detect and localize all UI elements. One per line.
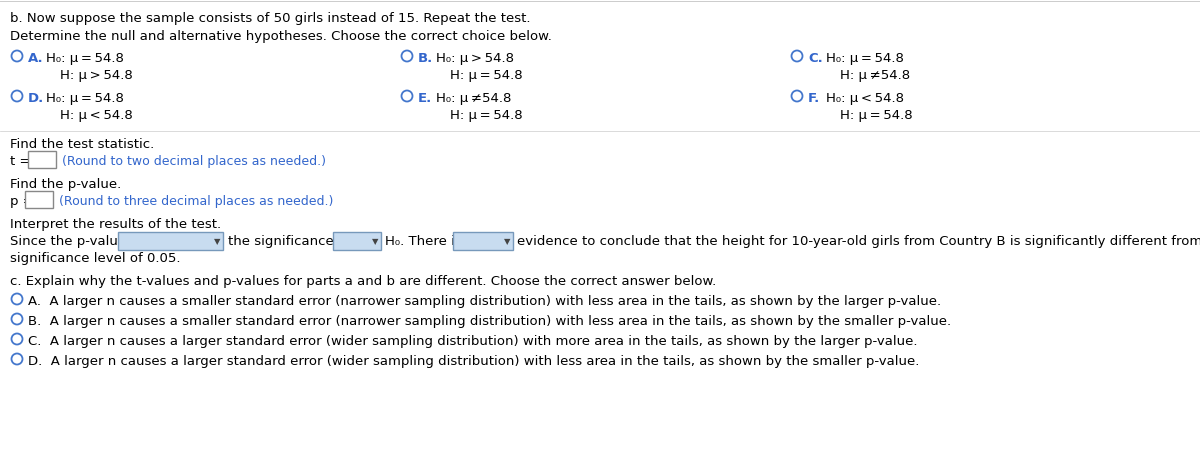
Text: H⁡: μ = 54.8: H⁡: μ = 54.8 [450,69,523,82]
Text: ▼: ▼ [214,237,221,246]
Text: D.  A larger n causes a larger standard error (wider sampling distribution) with: D. A larger n causes a larger standard e… [28,354,919,367]
Text: H₀: μ > 54.8: H₀: μ > 54.8 [436,52,514,65]
Text: Since the p-value is: Since the p-value is [10,235,142,247]
Text: (Round to three decimal places as needed.): (Round to three decimal places as needed… [59,195,334,207]
Text: H₀: μ ≠54.8: H₀: μ ≠54.8 [436,92,511,105]
Text: ▼: ▼ [372,237,378,246]
Text: H₀: μ = 54.8: H₀: μ = 54.8 [46,52,124,65]
Text: significance level of 0.05.: significance level of 0.05. [10,252,180,264]
FancyBboxPatch shape [118,233,223,251]
FancyBboxPatch shape [334,233,382,251]
Text: p =: p = [10,195,34,207]
FancyBboxPatch shape [28,151,56,168]
Text: H⁡: μ = 54.8: H⁡: μ = 54.8 [450,109,523,122]
Text: B.  A larger n causes a smaller standard error (narrower sampling distribution) : B. A larger n causes a smaller standard … [28,314,952,327]
Text: A.  A larger n causes a smaller standard error (narrower sampling distribution) : A. A larger n causes a smaller standard … [28,294,941,308]
Text: H₀. There is: H₀. There is [385,235,462,247]
Text: A.: A. [28,52,43,65]
Text: H⁡: μ > 54.8: H⁡: μ > 54.8 [60,69,133,82]
Text: C.: C. [808,52,823,65]
Text: H⁡: μ < 54.8: H⁡: μ < 54.8 [60,109,133,122]
Text: evidence to conclude that the height for 10-year-old girls from Country B is sig: evidence to conclude that the height for… [517,235,1200,247]
Text: Find the p-value.: Find the p-value. [10,178,121,190]
Text: E.: E. [418,92,432,105]
Text: H⁡: μ = 54.8: H⁡: μ = 54.8 [840,109,913,122]
Text: (Round to two decimal places as needed.): (Round to two decimal places as needed.) [62,155,326,168]
Text: Interpret the results of the test.: Interpret the results of the test. [10,218,221,230]
Text: Find the test statistic.: Find the test statistic. [10,138,155,151]
Text: F.: F. [808,92,821,105]
Text: H₀: μ = 54.8: H₀: μ = 54.8 [46,92,124,105]
Text: H⁡: μ ≠54.8: H⁡: μ ≠54.8 [840,69,910,82]
Text: B.: B. [418,52,433,65]
Text: the significance level,: the significance level, [228,235,374,247]
Text: H₀: μ = 54.8: H₀: μ = 54.8 [826,52,904,65]
Text: H₀: μ < 54.8: H₀: μ < 54.8 [826,92,904,105]
Text: D.: D. [28,92,44,105]
Text: t =: t = [10,155,30,168]
FancyBboxPatch shape [25,191,53,208]
Text: b. Now suppose the sample consists of 50 girls instead of 15. Repeat the test.: b. Now suppose the sample consists of 50… [10,12,530,25]
Text: ▼: ▼ [504,237,510,246]
Text: C.  A larger n causes a larger standard error (wider sampling distribution) with: C. A larger n causes a larger standard e… [28,334,918,347]
FancyBboxPatch shape [454,233,514,251]
Text: c. Explain why the t-values and p-values for parts a and b are different. Choose: c. Explain why the t-values and p-values… [10,274,716,287]
Text: Determine the null and alternative hypotheses. Choose the correct choice below.: Determine the null and alternative hypot… [10,30,552,43]
